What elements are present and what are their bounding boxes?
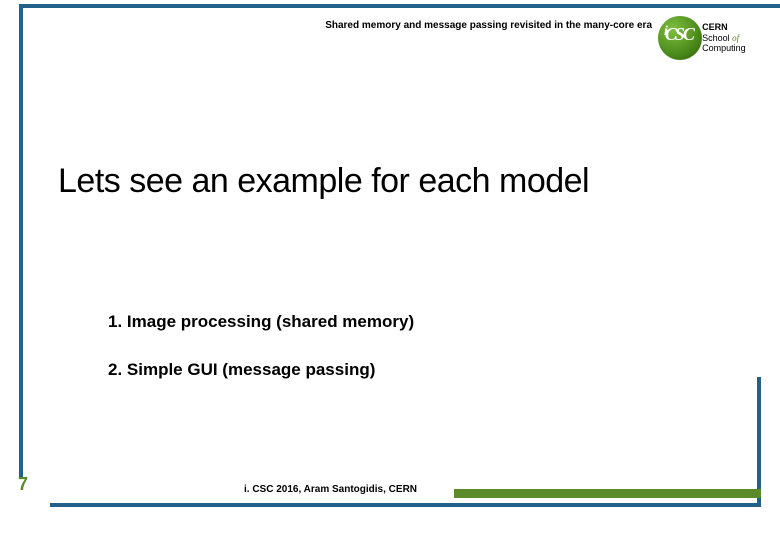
csc-logo-icon: i CSC	[658, 16, 696, 60]
top-border-bar	[19, 4, 780, 8]
footer-green-bar	[454, 489, 761, 498]
left-border-bar	[19, 4, 23, 478]
right-border-bar	[757, 377, 761, 507]
page-number: 7	[18, 474, 28, 495]
bottom-border-bar	[50, 503, 761, 507]
footer-text: i. CSC 2016, Aram Santogidis, CERN	[244, 484, 417, 495]
content-list: 1. Image processing (shared memory) 2. S…	[108, 312, 414, 408]
csc-logo: i CSC CERN School of Computing	[658, 12, 774, 64]
logo-text: CERN School of Computing	[702, 22, 774, 54]
header-subtitle: Shared memory and message passing revisi…	[325, 20, 652, 31]
slide-title: Lets see an example for each model	[58, 162, 589, 201]
logo-letters-csc: CSC	[665, 24, 693, 45]
list-item: 2. Simple GUI (message passing)	[108, 360, 414, 380]
list-item: 1. Image processing (shared memory)	[108, 312, 414, 332]
logo-cern-text: CERN	[702, 22, 774, 33]
logo-school-text: School of Computing	[702, 33, 774, 55]
